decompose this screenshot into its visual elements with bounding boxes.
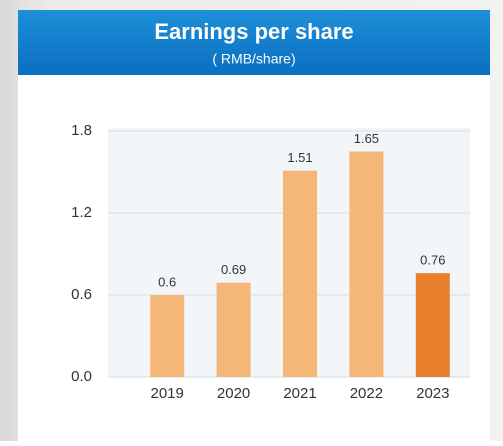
header [18,10,490,75]
x-tick-label: 2022 [350,385,383,402]
x-tick-label: 2020 [217,385,250,402]
bar [150,295,185,377]
y-tick-label: 0.6 [71,286,92,303]
data-label: 1.51 [287,150,312,165]
bar [415,273,450,377]
bar [349,151,384,377]
y-tick-label: 1.2 [71,204,92,221]
bar [216,282,251,377]
chart-subtitle: ( RMB/share) [212,51,295,67]
chart-title: Earnings per share [154,19,353,44]
data-label: 0.76 [420,253,445,268]
y-tick-label: 1.8 [71,122,92,139]
data-label: 0.6 [158,274,176,289]
y-tick-label: 0.0 [71,368,92,385]
x-tick-label: 2019 [151,385,184,402]
x-tick-label: 2021 [283,385,316,402]
data-label: 0.69 [221,262,246,277]
data-label: 1.65 [354,131,379,146]
bar [283,170,317,377]
x-tick-label: 2023 [416,385,449,402]
